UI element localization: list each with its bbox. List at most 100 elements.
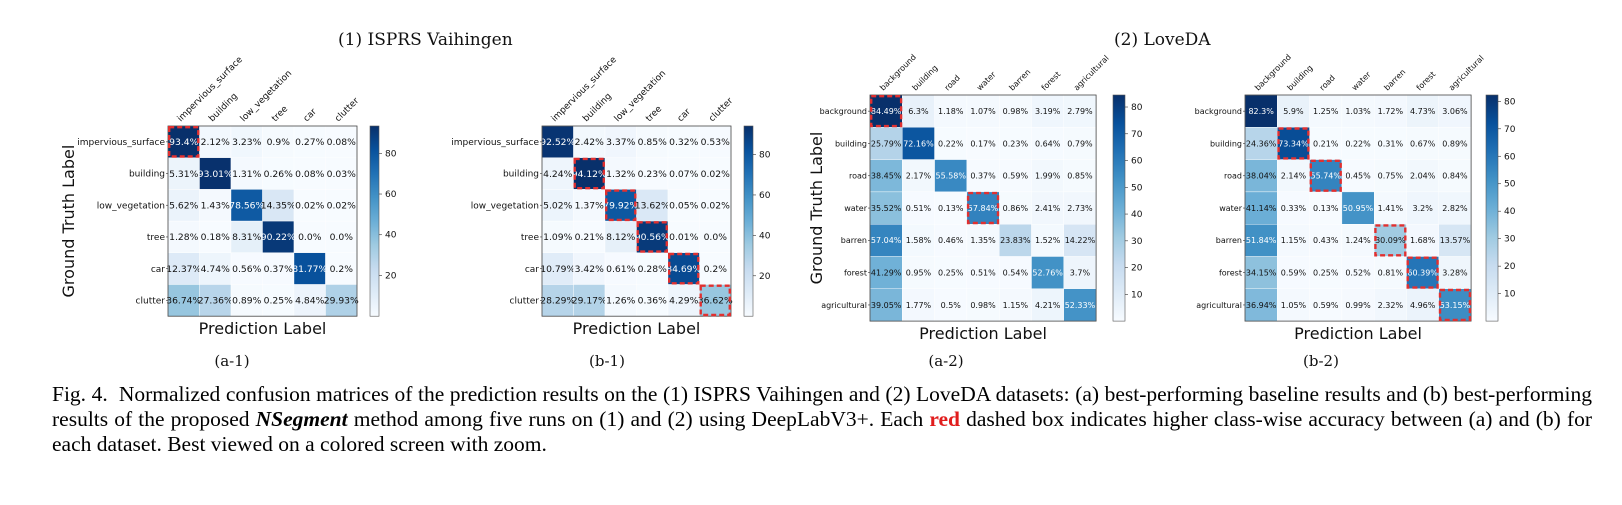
- cell-value-label: 0.86%: [1003, 204, 1029, 213]
- colorbar-tick-label: 20: [1504, 262, 1516, 272]
- panel-label: (a-1): [214, 352, 249, 370]
- cell-value-label: 1.03%: [1345, 107, 1371, 116]
- colorbar-tick-label: 70: [1131, 130, 1143, 140]
- cell-value-label: 0.89%: [1442, 139, 1468, 148]
- cell-value-label: 1.15%: [1281, 236, 1307, 245]
- colorbar-tick-label: 10: [1504, 290, 1516, 300]
- cell-value-label: 0.02%: [701, 200, 730, 211]
- matrix-cell: [1438, 127, 1472, 160]
- matrix-cell: [1438, 223, 1472, 257]
- matrix-cell: [966, 223, 1000, 257]
- matrix-cell: [934, 94, 968, 128]
- cell-value-label: 82.3%: [1248, 107, 1274, 116]
- confusion-matrix-figure: 93.4% 2.12% 3.23% 0.9% 0.27% 0.08%5.31% 93.01%…: [59, 53, 1516, 370]
- matrix-cell: [1063, 127, 1097, 160]
- row-label: building: [129, 170, 165, 180]
- cell-value-label: 52.76%: [1032, 268, 1063, 277]
- cell-value-label: 0.54%: [1003, 268, 1029, 277]
- cell-value-label: 13.62%: [635, 200, 670, 211]
- row-label: low_vegetation: [471, 201, 539, 211]
- cell-value-label: 3.37%: [606, 137, 635, 148]
- matrix-cell: [699, 189, 732, 222]
- matrix-cell: [1031, 288, 1064, 322]
- cell-value-label: 27.36%: [198, 296, 233, 307]
- column-label: car: [676, 107, 693, 124]
- matrix-cell: [604, 189, 637, 222]
- matrix-cell: [262, 252, 295, 285]
- cell-value-label: 0.17%: [970, 139, 996, 148]
- matrix-cell: [167, 284, 200, 317]
- cell-value-label: 1.77%: [906, 301, 932, 310]
- cell-value-label: 1.31%: [232, 169, 261, 180]
- colorbar-tick-label: 30: [1504, 235, 1516, 245]
- row-label: background: [820, 107, 867, 116]
- matrix-cell: [541, 220, 574, 254]
- column-label: water: [1350, 69, 1373, 92]
- cell-value-label: 73.34%: [1278, 139, 1309, 148]
- cell-value-label: 2.82%: [1442, 204, 1468, 213]
- matrix-cell: [1063, 256, 1097, 289]
- cell-value-label: 8.31%: [232, 232, 261, 243]
- cell-value-label: 29.93%: [324, 296, 359, 307]
- cell-value-label: 41.14%: [1246, 204, 1277, 213]
- colorbar-tick-label: 50: [1504, 180, 1516, 190]
- matrix-cell: [325, 157, 358, 190]
- matrix-cell: [667, 252, 700, 285]
- cell-value-label: 0.13%: [1313, 204, 1339, 213]
- matrix-cell: [604, 284, 637, 317]
- cell-value-label: 0.26%: [264, 169, 293, 180]
- colorbar-tick-label: 10: [1131, 290, 1143, 300]
- column-label: tree: [270, 104, 290, 124]
- cell-value-label: 0.75%: [1378, 172, 1404, 181]
- cell-value-label: 0.52%: [1345, 268, 1371, 277]
- cell-value-label: 0.2%: [330, 264, 354, 275]
- colorbar-tick-label: 40: [1504, 207, 1516, 217]
- column-label: barren: [1007, 67, 1032, 92]
- row-label: forest: [844, 268, 867, 277]
- cell-value-label: 1.52%: [1035, 236, 1061, 245]
- cell-value-label: 14.35%: [261, 200, 296, 211]
- matrix-cell: [636, 220, 669, 254]
- matrix-cell: [1063, 94, 1097, 128]
- colorbar-tick-label: 80: [385, 149, 397, 159]
- cell-value-label: 5.02%: [543, 200, 572, 211]
- matrix-cell: [1341, 223, 1375, 257]
- cell-value-label: 0.53%: [701, 137, 730, 148]
- row-label: agricultural: [1196, 301, 1242, 310]
- row-label: background: [1195, 107, 1242, 116]
- highlight-box: [1438, 288, 1472, 322]
- cell-value-label: 93.01%: [198, 169, 233, 180]
- matrix-cell: [636, 284, 669, 317]
- cell-value-label: 5.62%: [169, 200, 198, 211]
- matrix-cell: [1341, 127, 1375, 160]
- matrix-cell: [1244, 191, 1278, 225]
- matrix-cell: [262, 284, 295, 317]
- column-label: agricultural: [1072, 54, 1111, 93]
- matrix-cell: [573, 252, 606, 285]
- cell-value-label: 0.25%: [264, 296, 293, 307]
- cell-value-label: 3.19%: [1035, 107, 1061, 116]
- cell-value-label: 5.9%: [1283, 107, 1304, 116]
- figure-caption: Fig. 4. Normalized confusion matrices of…: [52, 382, 1592, 457]
- cell-value-label: 0.0%: [704, 232, 728, 243]
- matrix-cell: [1341, 94, 1375, 128]
- matrix-cell: [934, 159, 968, 193]
- cell-value-label: 35.52%: [871, 204, 902, 213]
- matrix-cell: [902, 223, 935, 257]
- cell-value-label: 50.95%: [1343, 204, 1374, 213]
- cell-value-label: 0.0%: [330, 232, 354, 243]
- cell-value-label: 8.12%: [606, 232, 635, 243]
- cell-value-label: 92.52%: [540, 137, 575, 148]
- matrix-cell: [999, 256, 1032, 289]
- cell-value-label: 53.15%: [1440, 301, 1471, 310]
- matrix-cell: [636, 125, 669, 158]
- cell-value-label: 13.57%: [1440, 236, 1471, 245]
- cell-value-label: 0.99%: [1345, 301, 1371, 310]
- matrix-cell: [1373, 288, 1407, 322]
- highlight-box: [668, 252, 700, 285]
- cell-value-label: 2.79%: [1067, 107, 1093, 116]
- matrix-cell: [573, 220, 606, 254]
- matrix-cell: [1277, 223, 1310, 257]
- cell-value-label: 0.0%: [298, 232, 322, 243]
- cell-value-label: 38.45%: [871, 172, 902, 181]
